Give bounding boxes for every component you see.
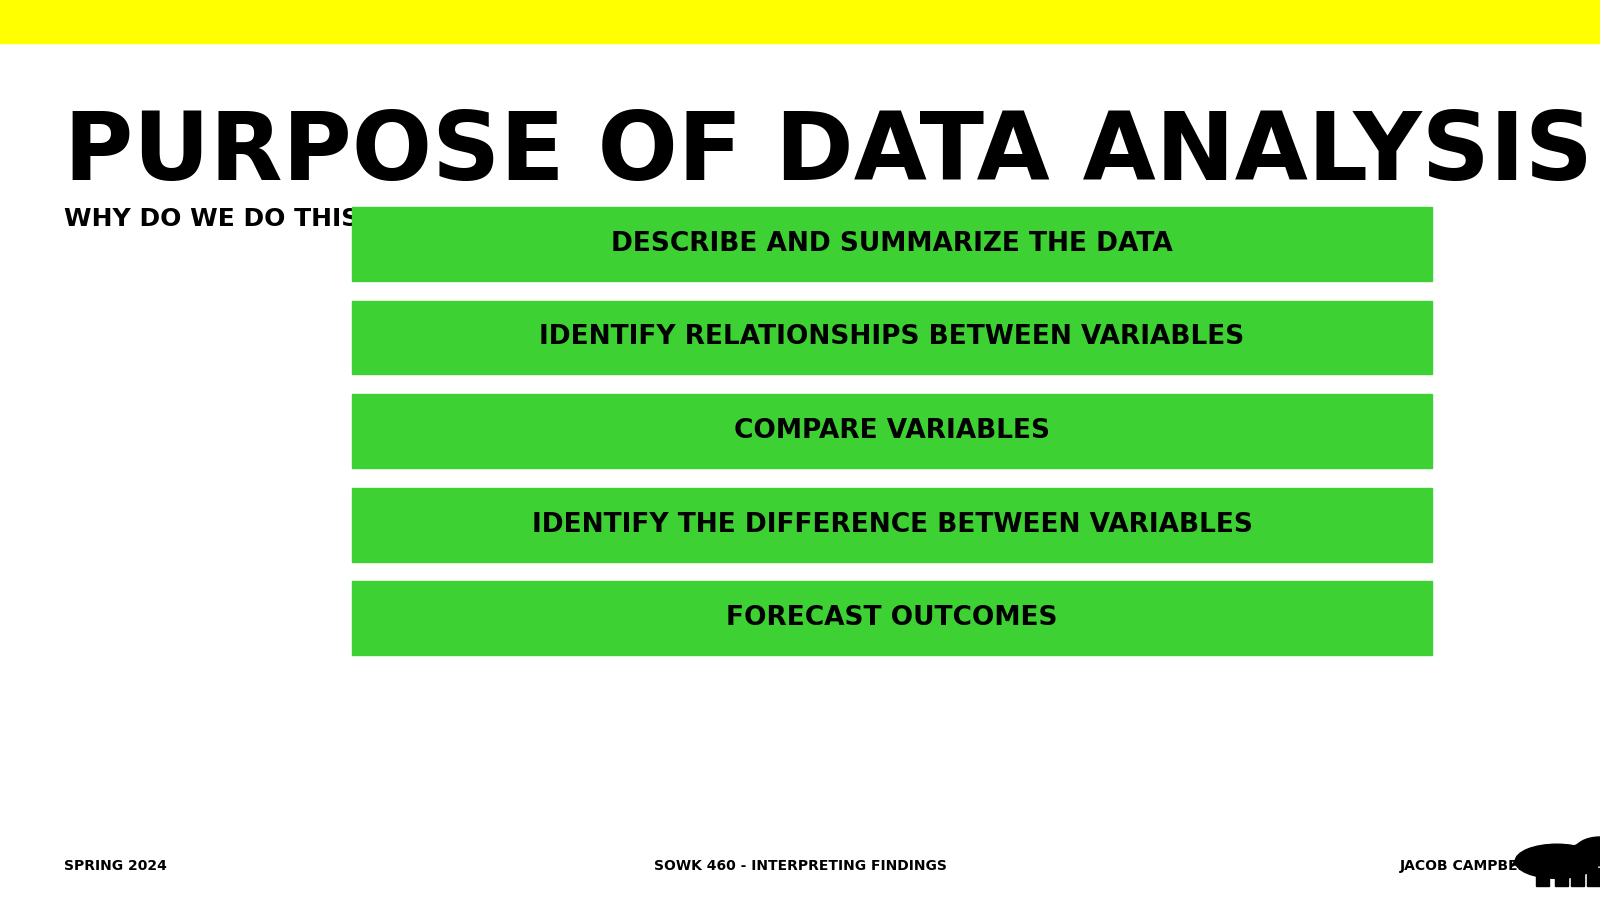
Bar	[1571, 868, 1584, 886]
Text: PURPOSE OF DATA ANALYSIS: PURPOSE OF DATA ANALYSIS	[64, 108, 1594, 200]
Text: COMPARE VARIABLES: COMPARE VARIABLES	[734, 418, 1050, 444]
Bar	[352, 581, 1432, 655]
Bar	[1536, 868, 1549, 886]
Text: FORECAST OUTCOMES: FORECAST OUTCOMES	[726, 606, 1058, 631]
Bar	[1587, 868, 1600, 886]
Text: SPRING 2024: SPRING 2024	[64, 859, 166, 873]
Text: SOWK 460 - INTERPRETING FINDINGS: SOWK 460 - INTERPRETING FINDINGS	[653, 859, 947, 873]
Bar	[1555, 868, 1568, 886]
Bar	[0, 0, 1600, 43]
FancyArrowPatch shape	[1512, 859, 1518, 866]
Bar	[352, 488, 1432, 562]
Text: WHY DO WE DO THIS?: WHY DO WE DO THIS?	[64, 207, 374, 231]
Bar	[352, 301, 1432, 374]
Text: ▲: ▲	[1554, 851, 1576, 880]
Bar	[352, 207, 1432, 281]
Text: JACOB CAMPBELL, PH.D. LICSW AT HERITAGE UNIVERSITY: JACOB CAMPBELL, PH.D. LICSW AT HERITAGE …	[1400, 859, 1600, 873]
Bar	[352, 394, 1432, 468]
Text: DESCRIBE AND SUMMARIZE THE DATA: DESCRIBE AND SUMMARIZE THE DATA	[611, 231, 1173, 256]
Circle shape	[1574, 837, 1600, 866]
Text: IDENTIFY THE DIFFERENCE BETWEEN VARIABLES: IDENTIFY THE DIFFERENCE BETWEEN VARIABLE…	[531, 512, 1253, 537]
Ellipse shape	[1515, 844, 1598, 878]
Text: IDENTIFY RELATIONSHIPS BETWEEN VARIABLES: IDENTIFY RELATIONSHIPS BETWEEN VARIABLES	[539, 325, 1245, 350]
Ellipse shape	[1570, 843, 1598, 863]
